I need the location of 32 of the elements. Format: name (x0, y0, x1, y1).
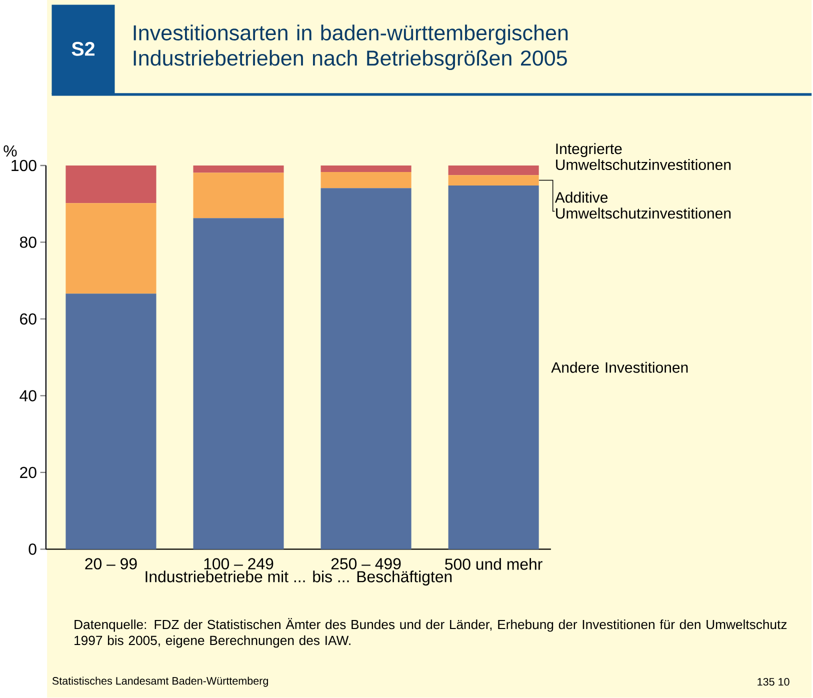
bar (193, 172, 284, 218)
x-axis-title: Industriebetriebe mit ... bis ... Beschäftigten (146, 570, 452, 586)
x-tick-label: 250 – 499 (331, 558, 401, 570)
y-tick-label: 0 (28, 544, 36, 555)
y-tick-label: 80 (20, 236, 36, 248)
bar (448, 166, 539, 176)
bar (66, 203, 156, 294)
text: Statistisches Landesamt Baden-Württemberg (52, 676, 268, 687)
bar (193, 218, 284, 550)
bar (320, 188, 412, 550)
chart-title: Investitionsarten in baden-württembergischen Industriebetrieben nach Betriebsgrößen 2005 (134, 24, 568, 70)
series-label: Additive Umweltschutzinvestitionen (554, 192, 731, 219)
series-label: Integrierte Umweltschutzinvestitionen (556, 143, 731, 170)
bar (320, 172, 412, 188)
bar (66, 166, 156, 204)
text: 135 10 (758, 678, 790, 686)
y-tick-label: 100 (12, 160, 36, 172)
series-label: Andere Investitionen (551, 362, 688, 373)
x-tick-label: 100 – 249 (204, 558, 274, 570)
bar (66, 294, 156, 550)
y-tick-label: 60 (20, 313, 36, 325)
y-tick-label: 40 (20, 390, 36, 402)
x-tick-label: 20 – 99 (85, 558, 137, 570)
text: S2 (72, 42, 94, 56)
y-tick-label: 20 (20, 466, 36, 478)
bar (448, 186, 539, 550)
y-axis-title: % (4, 146, 17, 157)
bar (320, 166, 412, 172)
text: Datenquelle: FDZ der Statistischen Ämter des Bundes und der Länder, Erhebung der Investitionen für den Umweltschutz 1997 bis 2005, eigene Berechnungen des IAW. (74, 618, 787, 648)
bar (193, 166, 284, 173)
bar (448, 175, 539, 186)
x-tick-label: 500 und mehr (445, 558, 542, 570)
